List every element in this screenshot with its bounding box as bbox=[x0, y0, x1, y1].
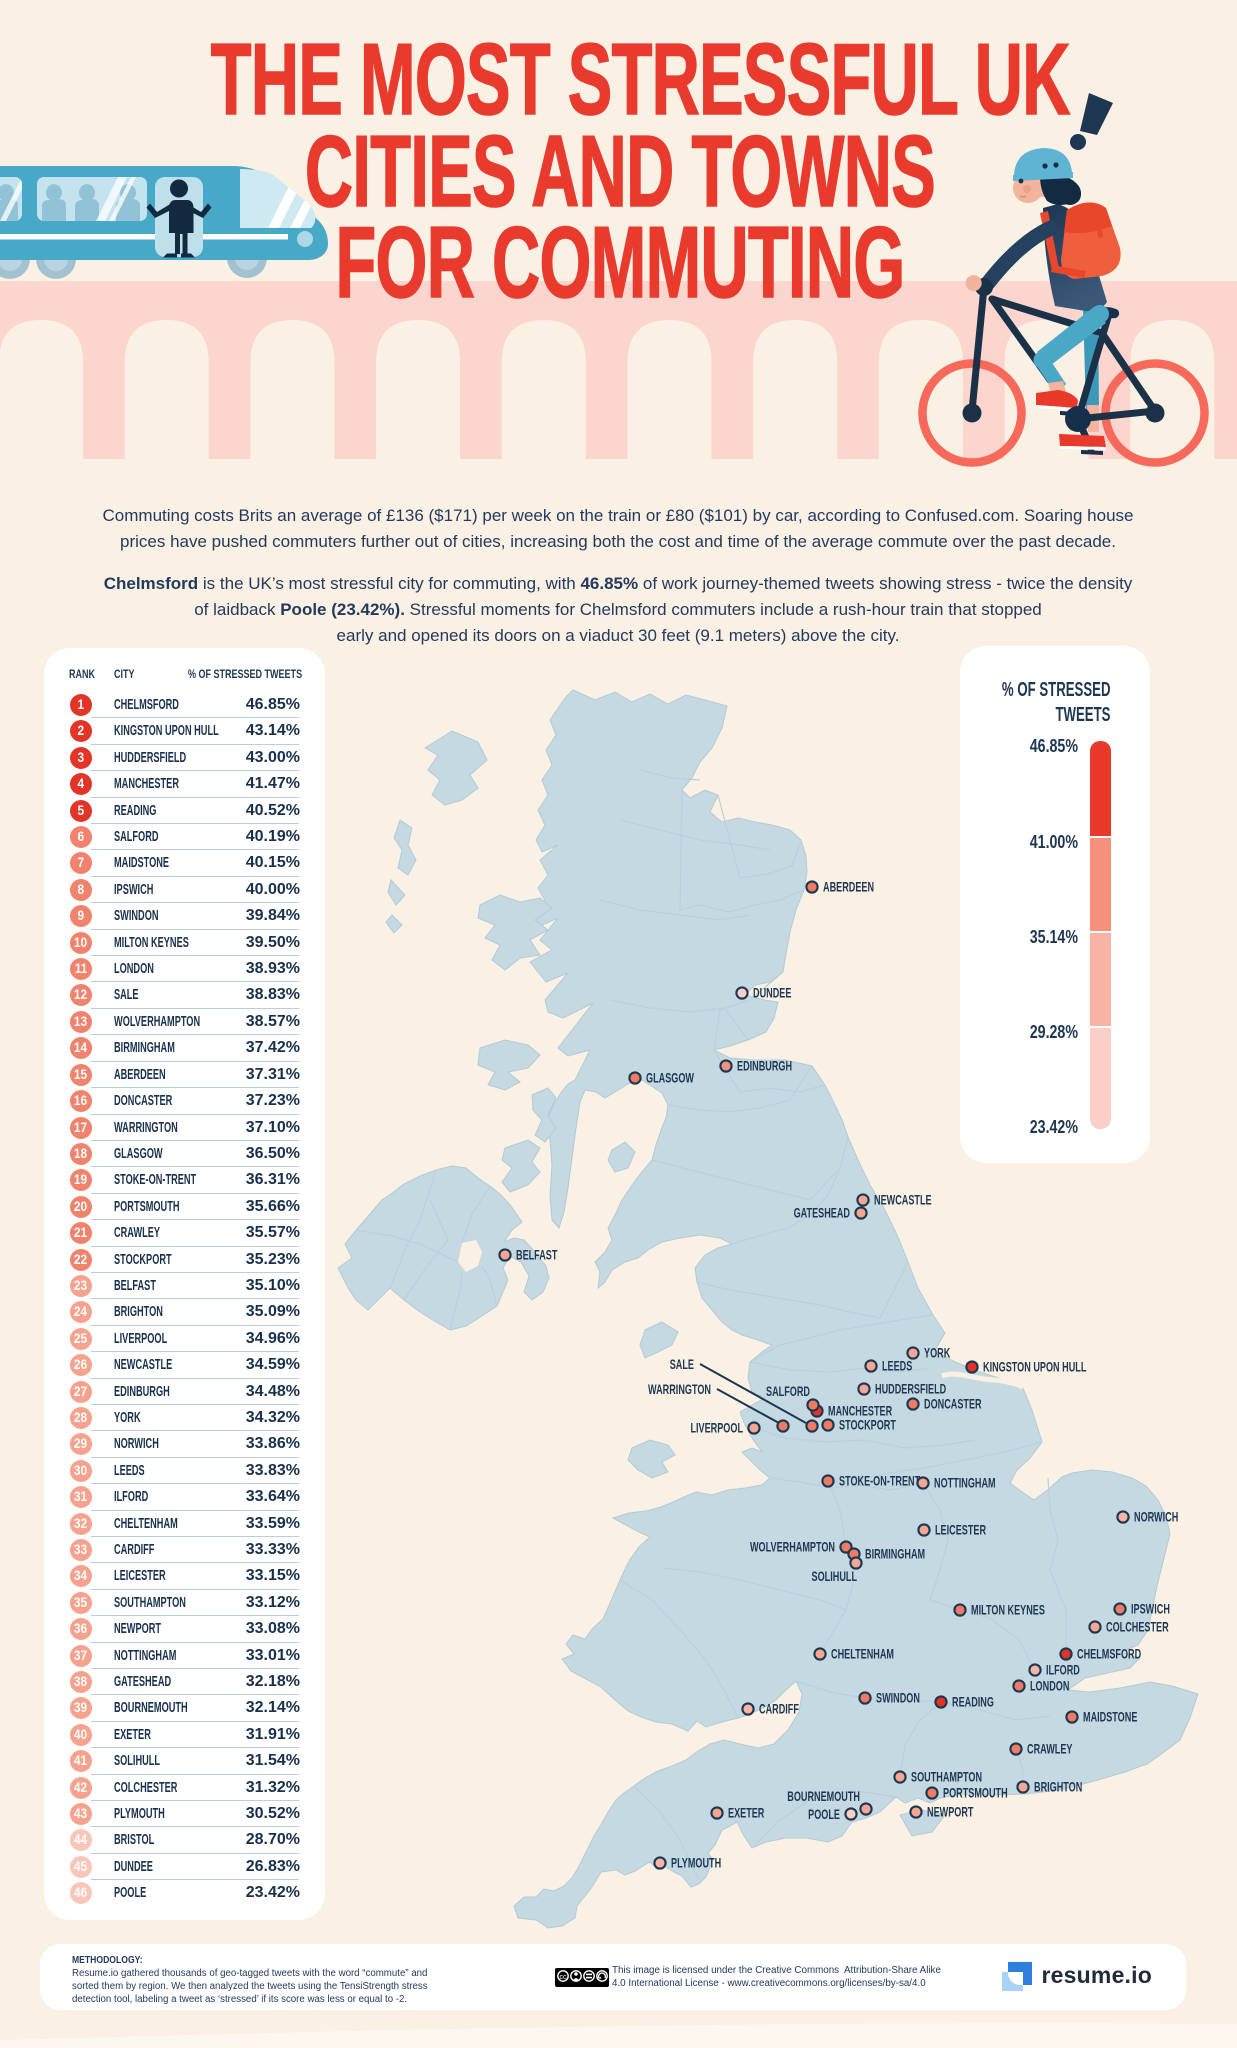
svg-text:CHELMSFORD: CHELMSFORD bbox=[1077, 1645, 1142, 1662]
svg-text:GLASGOW: GLASGOW bbox=[646, 1069, 695, 1086]
svg-text:BELFAST: BELFAST bbox=[516, 1246, 558, 1263]
svg-text:ILFORD: ILFORD bbox=[1046, 1661, 1080, 1678]
svg-text:BRIGHTON: BRIGHTON bbox=[1034, 1778, 1082, 1795]
svg-text:NOTTINGHAM: NOTTINGHAM bbox=[934, 1474, 996, 1491]
svg-text:LIVERPOOL: LIVERPOOL bbox=[690, 1419, 743, 1436]
svg-text:YORK: YORK bbox=[924, 1344, 951, 1361]
svg-text:CHELTENHAM: CHELTENHAM bbox=[831, 1645, 894, 1662]
svg-text:SOUTHAMPTON: SOUTHAMPTON bbox=[911, 1768, 982, 1785]
svg-text:NORWICH: NORWICH bbox=[1134, 1508, 1178, 1525]
svg-text:LEICESTER: LEICESTER bbox=[935, 1521, 986, 1538]
svg-text:WOLVERHAMPTON: WOLVERHAMPTON bbox=[750, 1538, 835, 1555]
svg-text:LEEDS: LEEDS bbox=[882, 1357, 912, 1374]
svg-text:READING: READING bbox=[952, 1693, 994, 1710]
svg-text:SALE: SALE bbox=[670, 1356, 694, 1373]
svg-text:STOCKPORT: STOCKPORT bbox=[839, 1416, 897, 1433]
svg-text:MANCHESTER: MANCHESTER bbox=[828, 1402, 893, 1419]
svg-text:CARDIFF: CARDIFF bbox=[759, 1700, 799, 1717]
svg-text:MILTON KEYNES: MILTON KEYNES bbox=[971, 1601, 1045, 1618]
svg-text:BIRMINGHAM: BIRMINGHAM bbox=[865, 1545, 925, 1562]
svg-text:GATESHEAD: GATESHEAD bbox=[794, 1204, 851, 1221]
svg-text:NEWCASTLE: NEWCASTLE bbox=[874, 1191, 932, 1208]
svg-text:CRAWLEY: CRAWLEY bbox=[1027, 1740, 1073, 1757]
svg-text:WARRINGTON: WARRINGTON bbox=[648, 1381, 711, 1398]
svg-text:HUDDERSFIELD: HUDDERSFIELD bbox=[875, 1380, 947, 1397]
svg-text:cc: cc bbox=[560, 1974, 568, 1981]
svg-text:EDINBURGH: EDINBURGH bbox=[737, 1057, 792, 1074]
svg-text:DUNDEE: DUNDEE bbox=[753, 984, 791, 1001]
svg-text:PLYMOUTH: PLYMOUTH bbox=[671, 1854, 721, 1871]
svg-text:LONDON: LONDON bbox=[1030, 1677, 1069, 1694]
svg-text:ABERDEEN: ABERDEEN bbox=[823, 878, 874, 895]
svg-text:IPSWICH: IPSWICH bbox=[1131, 1600, 1170, 1617]
svg-text:KINGSTON UPON HULL: KINGSTON UPON HULL bbox=[983, 1358, 1086, 1375]
svg-text:MAIDSTONE: MAIDSTONE bbox=[1083, 1708, 1137, 1725]
svg-text:NEWPORT: NEWPORT bbox=[927, 1803, 974, 1820]
svg-text:SOLIHULL: SOLIHULL bbox=[812, 1568, 857, 1585]
svg-text:PORTSMOUTH: PORTSMOUTH bbox=[943, 1784, 1008, 1801]
svg-text:SALFORD: SALFORD bbox=[766, 1383, 810, 1400]
svg-text:EXETER: EXETER bbox=[728, 1804, 765, 1821]
svg-text:DONCASTER: DONCASTER bbox=[924, 1395, 982, 1412]
svg-text:STOKE-ON-TRENT: STOKE-ON-TRENT bbox=[839, 1472, 921, 1489]
svg-text:COLCHESTER: COLCHESTER bbox=[1106, 1618, 1169, 1635]
svg-text:POOLE: POOLE bbox=[808, 1806, 840, 1823]
svg-text:SWINDON: SWINDON bbox=[876, 1689, 920, 1706]
svg-text:BOURNEMOUTH: BOURNEMOUTH bbox=[787, 1788, 860, 1805]
